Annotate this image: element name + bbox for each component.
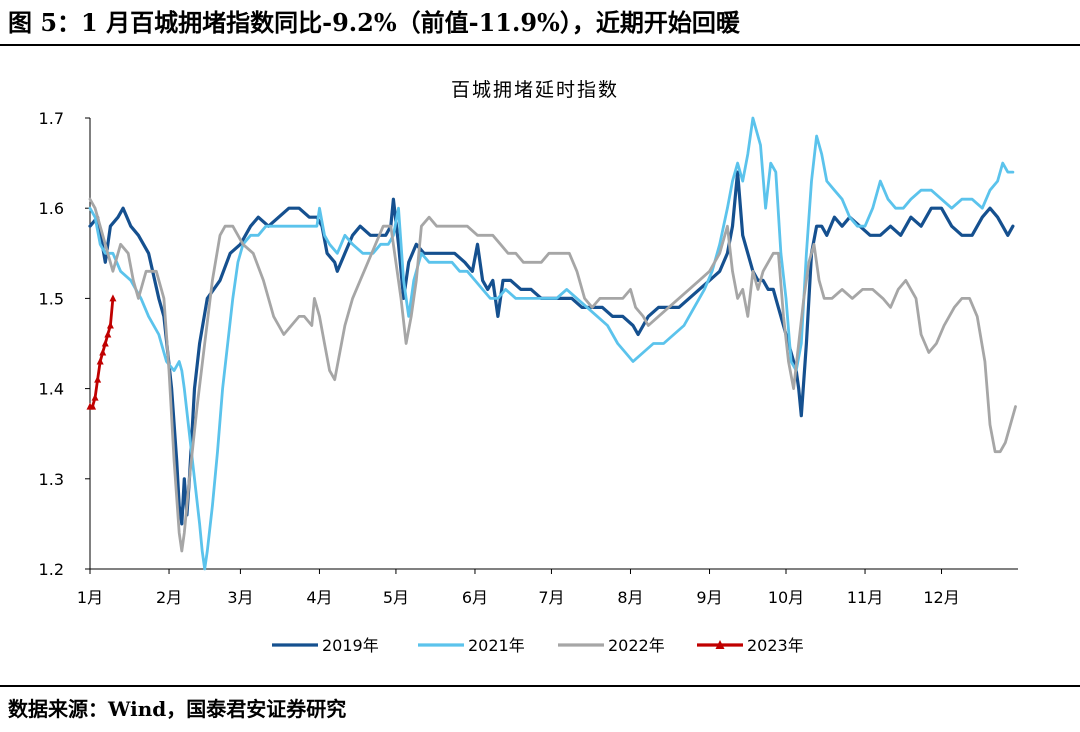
data-point-marker	[106, 321, 114, 329]
x-tick-label: 2月	[156, 588, 182, 607]
data-point-marker	[101, 339, 109, 347]
data-point-marker	[109, 294, 117, 302]
y-tick-label: 1.7	[39, 109, 64, 128]
x-tick-label: 10月	[768, 588, 804, 607]
x-tick-label: 6月	[462, 588, 488, 607]
legend-label: 2019年	[322, 636, 379, 655]
y-tick-label: 1.5	[39, 289, 64, 308]
legend-label: 2023年	[747, 636, 804, 655]
x-tick-label: 11月	[847, 588, 883, 607]
series-line-2022年	[88, 197, 1017, 553]
figure-title: 图 5：1 月百城拥堵指数同比-9.2%（前值-11.9%），近期开始回暖	[8, 8, 740, 37]
series-line-2021年	[88, 116, 1015, 571]
x-tick-label: 1月	[77, 588, 103, 607]
x-tick-label: 12月	[923, 588, 959, 607]
bottom-rule	[0, 685, 1080, 687]
legend-marker	[715, 640, 725, 649]
line-chart: 百城拥堵延时指数 1.2 1.3 1.4 1.5 1.6 1.7 1月 2月 3月 4月 5月 6月 7…	[39, 79, 1018, 655]
top-rule	[0, 44, 1080, 46]
data-point-marker	[94, 375, 102, 383]
data-point-marker	[104, 330, 112, 338]
x-tick-label: 9月	[696, 588, 722, 607]
x-tick-label: 7月	[538, 588, 564, 607]
y-tick-label: 1.2	[39, 560, 64, 579]
x-tick-label: 8月	[617, 588, 643, 607]
y-tick-label: 1.4	[39, 380, 64, 399]
x-tick-label: 4月	[306, 588, 332, 607]
legend-label: 2022年	[608, 636, 665, 655]
x-tick-label: 5月	[383, 588, 409, 607]
source-note: 数据来源：Wind，国泰君安证券研究	[8, 697, 347, 721]
axes: 1.2 1.3 1.4 1.5 1.6 1.7 1月 2月 3月 4月 5月 6月 7月 8月 9月 10月 1…	[39, 109, 1018, 607]
data-point-marker	[91, 393, 99, 401]
data-point-marker	[89, 402, 97, 410]
series-line-2023年	[88, 296, 115, 409]
legend: 2019年 2021年 2022年 2023年	[272, 636, 804, 655]
y-tick-label: 1.6	[39, 199, 64, 218]
y-tick-label: 1.3	[39, 470, 64, 489]
plot-area	[86, 116, 1017, 571]
series-line-2019年	[88, 170, 1015, 526]
data-point-marker	[99, 348, 107, 356]
x-tick-label: 3月	[227, 588, 253, 607]
legend-label: 2021年	[468, 636, 525, 655]
data-point-marker	[96, 357, 104, 365]
chart-title: 百城拥堵延时指数	[451, 79, 619, 101]
